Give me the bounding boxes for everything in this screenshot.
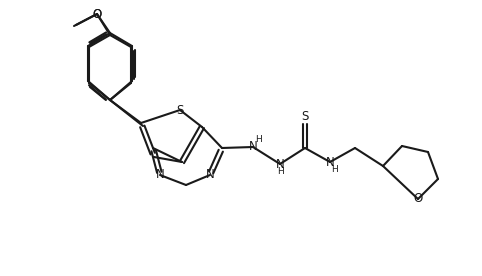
Text: H: H xyxy=(332,164,338,174)
Text: H: H xyxy=(254,136,261,145)
Text: O: O xyxy=(93,7,102,20)
Text: N: N xyxy=(276,158,284,171)
Text: O: O xyxy=(93,7,102,20)
Text: O: O xyxy=(414,192,423,206)
Text: S: S xyxy=(176,104,184,116)
Text: N: N xyxy=(326,155,335,169)
Text: N: N xyxy=(156,169,164,182)
Text: N: N xyxy=(206,169,214,182)
Text: S: S xyxy=(301,110,308,123)
Text: H: H xyxy=(277,168,283,176)
Text: N: N xyxy=(249,139,257,153)
